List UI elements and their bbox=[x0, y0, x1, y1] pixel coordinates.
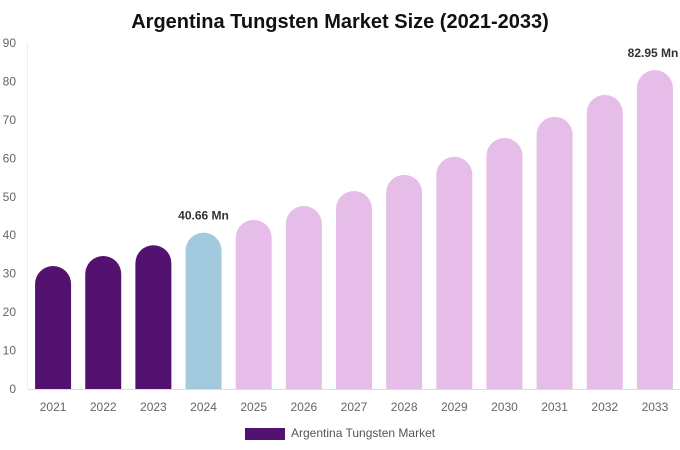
chart-title: Argentina Tungsten Market Size (2021-203… bbox=[131, 11, 549, 33]
x-tick-label: 2031 bbox=[541, 400, 568, 414]
y-tick-label: 90 bbox=[3, 36, 17, 50]
bar-2021[interactable] bbox=[35, 265, 72, 389]
legend-swatch bbox=[245, 428, 285, 440]
bar-2030[interactable] bbox=[486, 137, 523, 389]
x-tick-label: 2032 bbox=[591, 400, 618, 414]
x-tick-label: 2025 bbox=[240, 400, 267, 414]
bar-2024[interactable] bbox=[185, 232, 222, 389]
x-tick-label: 2027 bbox=[341, 400, 368, 414]
y-tick-label: 80 bbox=[3, 74, 17, 88]
bar-2029[interactable] bbox=[436, 156, 473, 389]
y-tick-label: 50 bbox=[3, 190, 17, 204]
bar-2026[interactable] bbox=[285, 206, 322, 389]
data-label: 40.66 Mn bbox=[178, 209, 229, 223]
bar-2022[interactable] bbox=[85, 255, 122, 389]
bar-2025[interactable] bbox=[235, 219, 272, 389]
x-tick-label: 2026 bbox=[290, 400, 317, 414]
bar-2031[interactable] bbox=[536, 116, 573, 389]
legend-label: Argentina Tungsten Market bbox=[291, 426, 436, 440]
x-tick-label: 2022 bbox=[90, 400, 117, 414]
y-tick-label: 10 bbox=[3, 344, 17, 358]
y-tick-label: 0 bbox=[9, 382, 16, 396]
x-tick-label: 2029 bbox=[441, 400, 468, 414]
x-tick-label: 2024 bbox=[190, 400, 217, 414]
bar-2027[interactable] bbox=[336, 191, 372, 389]
y-tick-label: 70 bbox=[3, 113, 17, 127]
y-tick-label: 20 bbox=[3, 305, 17, 319]
data-label: 82.95 Mn bbox=[628, 46, 679, 60]
x-tick-label: 2023 bbox=[140, 400, 167, 414]
x-tick-label: 2028 bbox=[391, 400, 418, 414]
bar-2033[interactable] bbox=[636, 70, 673, 389]
x-tick-label: 2033 bbox=[642, 400, 669, 414]
y-tick-label: 30 bbox=[3, 267, 17, 281]
x-tick-label: 2030 bbox=[491, 400, 518, 414]
legend[interactable]: Argentina Tungsten Market bbox=[245, 426, 436, 440]
bar-2023[interactable] bbox=[135, 245, 172, 389]
y-tick-label: 40 bbox=[3, 228, 17, 242]
bar-2028[interactable] bbox=[386, 174, 423, 389]
y-tick-label: 60 bbox=[3, 151, 17, 165]
bar-2032[interactable] bbox=[586, 94, 623, 389]
x-tick-label: 2021 bbox=[40, 400, 67, 414]
